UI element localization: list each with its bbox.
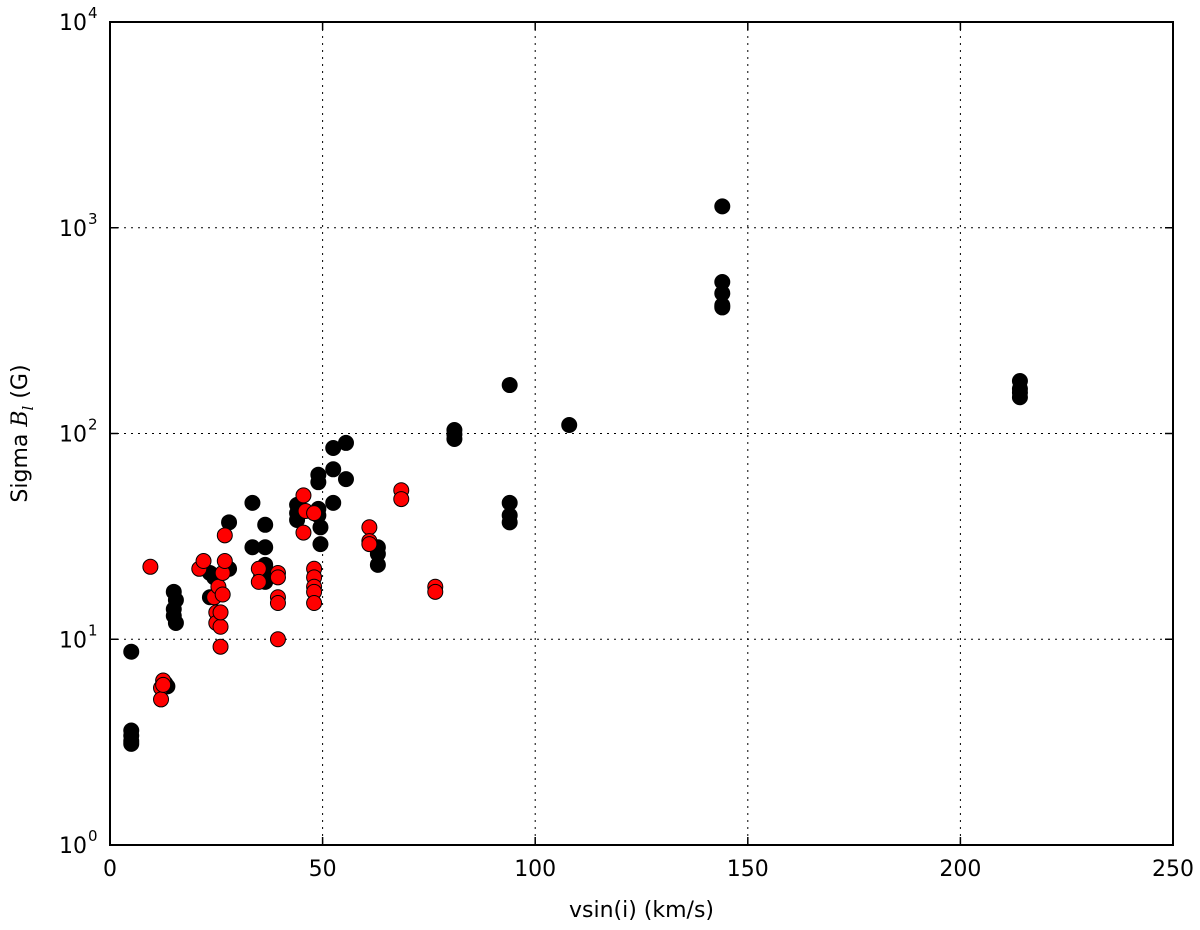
y-tick-label: 10 [59, 834, 87, 859]
data-point [337, 434, 354, 451]
data-point [212, 638, 229, 655]
y-tick-exponent: 3 [88, 210, 98, 228]
data-points [123, 198, 1028, 752]
data-point [306, 595, 323, 612]
y-axis-label-unit: (G) [8, 364, 33, 405]
y-tick-exponent: 2 [88, 416, 98, 434]
x-tick-label: 50 [309, 857, 337, 882]
data-point [325, 494, 342, 511]
data-point [325, 461, 342, 478]
x-tick-label: 150 [727, 857, 769, 882]
data-point [257, 516, 274, 533]
y-axis-label: Sigma Bl (G) [8, 364, 37, 502]
data-point [561, 416, 578, 433]
y-tick-exponent: 4 [88, 4, 98, 22]
axis-ticks [109, 21, 1174, 846]
data-point [295, 487, 312, 504]
data-point [123, 735, 140, 752]
y-tick-base: 10 [59, 217, 87, 242]
data-point [269, 595, 286, 612]
data-point [312, 536, 329, 553]
y-tick-label: 10 [59, 423, 87, 448]
y-tick-label: 10 [59, 628, 87, 653]
data-point [153, 691, 170, 708]
data-point [427, 583, 444, 600]
data-point [306, 505, 323, 522]
data-point [501, 514, 518, 531]
y-tick-exponent: 1 [88, 621, 98, 639]
data-point [501, 377, 518, 394]
data-point [216, 553, 233, 570]
data-point [714, 198, 731, 215]
y-tick-exponent: 0 [88, 827, 98, 845]
data-point [214, 586, 231, 603]
data-point [446, 431, 463, 448]
data-point [295, 524, 312, 541]
y-tick-base: 10 [59, 423, 87, 448]
data-point [195, 553, 212, 570]
y-tick-label: 10 [59, 217, 87, 242]
data-point [123, 643, 140, 660]
y-tick-base: 10 [59, 834, 87, 859]
data-point [212, 618, 229, 635]
y-axis-label-subscript: l [19, 405, 37, 410]
data-point [155, 676, 172, 693]
data-point [1011, 389, 1028, 406]
data-point [269, 569, 286, 586]
x-axis-label: vsin(i) (km/s) [569, 898, 714, 923]
data-point [369, 556, 386, 573]
data-point [167, 614, 184, 631]
data-point [244, 494, 261, 511]
x-tick-labels: 0 50 100 150 200 250 [103, 857, 1194, 882]
data-point [361, 519, 378, 536]
data-point [714, 299, 731, 316]
y-tick-base: 10 [59, 11, 87, 36]
data-point [361, 536, 378, 553]
data-point [337, 471, 354, 488]
data-point [142, 558, 159, 575]
y-axis-label-math: B [8, 410, 33, 427]
y-tick-label: 10 [59, 11, 87, 36]
data-point [216, 527, 233, 544]
data-point [269, 631, 286, 648]
x-tick-label: 200 [939, 857, 981, 882]
y-tick-base: 10 [59, 628, 87, 653]
data-point [250, 573, 267, 590]
x-tick-label: 0 [103, 857, 117, 882]
data-point [212, 604, 229, 621]
data-point [393, 491, 410, 508]
x-tick-label: 250 [1152, 857, 1194, 882]
data-point [257, 539, 274, 556]
x-tick-label: 100 [514, 857, 556, 882]
data-point [310, 474, 327, 491]
data-point [167, 592, 184, 609]
data-point [312, 519, 329, 536]
y-axis-label-text: Sigma [8, 427, 33, 503]
